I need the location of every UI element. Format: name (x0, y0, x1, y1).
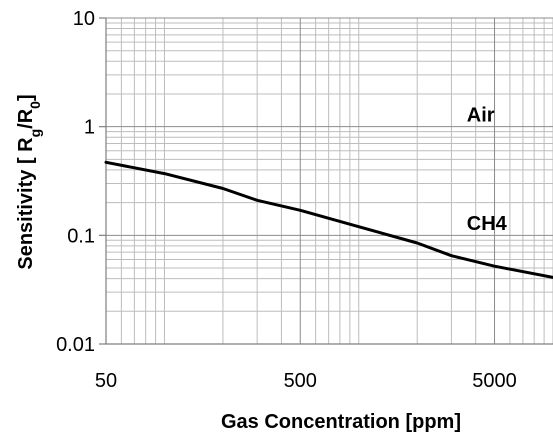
annotation-air: Air (467, 104, 495, 126)
y-axis-title-sub1: g (27, 129, 43, 138)
annotations: Air CH4 (467, 104, 508, 235)
minor-gridlines (106, 18, 553, 344)
y-tick-label: 0.1 (67, 225, 95, 247)
y-tick-label: 10 (73, 8, 95, 30)
y-axis-title: Sensitivity [ Rg/R0] (15, 94, 43, 269)
major-gridlines (106, 17, 553, 345)
y-axis-title-post: ] (15, 94, 37, 101)
y-axis-title-pre: Sensitivity [ R (15, 137, 37, 270)
x-tick-label: 500 (284, 370, 317, 392)
series-layer (104, 160, 553, 279)
tick-labels: 50 500 5000 0.01 0.1 1 10 (56, 8, 517, 392)
y-tick-label: 1 (84, 117, 95, 139)
plot-frame (99, 17, 553, 345)
x-tick-label: 50 (95, 370, 117, 392)
x-tick-label: 5000 (472, 370, 517, 392)
series-line-ch4 (104, 160, 553, 279)
y-tick-label: 0.01 (56, 334, 95, 356)
y-axis-title-mid: /R (15, 108, 37, 129)
annotation-ch4: CH4 (467, 213, 508, 235)
y-axis-title-sub2: 0 (27, 101, 43, 109)
x-axis-title: Gas Concentration [ppm] (221, 411, 461, 433)
